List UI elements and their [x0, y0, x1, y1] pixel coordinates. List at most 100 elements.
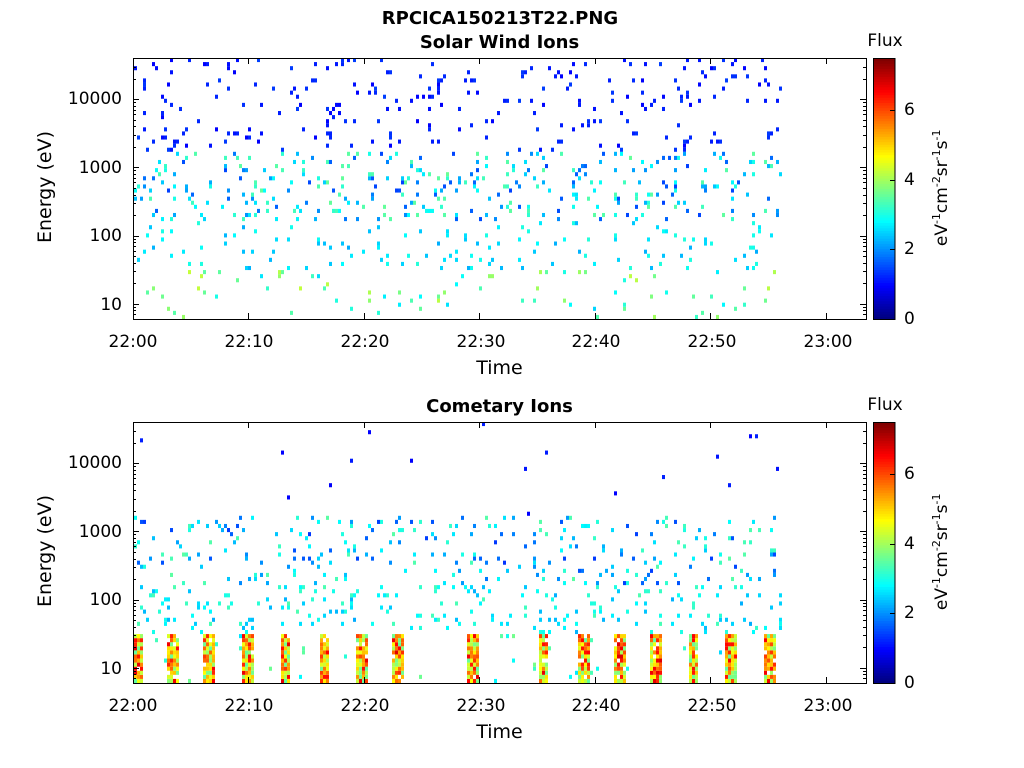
heatmap-cell	[182, 131, 185, 136]
heatmap-cell	[473, 670, 476, 675]
heatmap-cell	[311, 560, 314, 565]
heatmap-cell	[251, 658, 254, 663]
heatmap-cell	[614, 491, 617, 496]
heatmap-cell	[542, 650, 545, 655]
heatmap-cell	[497, 192, 500, 197]
colorbar-segment	[873, 445, 895, 449]
heatmap-cell	[659, 642, 662, 647]
heatmap-cell	[482, 585, 485, 590]
heatmap-cell	[206, 523, 209, 529]
heatmap-cell	[242, 654, 245, 659]
heatmap-cell	[620, 662, 623, 667]
heatmap-cell	[155, 589, 158, 594]
heatmap-cell	[653, 674, 656, 679]
heatmap-cell	[443, 74, 446, 79]
heatmap-cell	[320, 662, 323, 667]
heatmap-cell	[134, 670, 137, 675]
colorbar-segment	[873, 487, 895, 491]
heatmap-cell	[710, 66, 713, 71]
heatmap-cell	[581, 646, 584, 651]
heatmap-cell	[545, 634, 548, 639]
heatmap-cell	[671, 597, 674, 602]
heatmap-cell	[665, 581, 668, 586]
heatmap-cell	[539, 674, 542, 679]
heatmap-cell	[458, 568, 461, 573]
heatmap-cell	[692, 666, 695, 671]
heatmap-cell	[749, 528, 752, 533]
heatmap-cell	[401, 261, 404, 266]
heatmap-cell	[773, 678, 776, 683]
heatmap-cell	[695, 536, 698, 541]
heatmap-cell	[161, 601, 164, 606]
heatmap-cell	[659, 650, 662, 655]
colorbar-segment	[873, 575, 895, 580]
heatmap-cell	[284, 654, 287, 659]
heatmap-cell	[341, 621, 344, 626]
heatmap-cell	[317, 241, 320, 246]
heatmap-cell	[539, 617, 542, 622]
heatmap-cell	[206, 634, 209, 639]
heatmap-cell	[242, 192, 245, 197]
heatmap-cell	[230, 532, 233, 537]
heatmap-cell	[350, 306, 353, 311]
heatmap-cell	[395, 151, 398, 156]
heatmap-cell	[338, 192, 341, 197]
heatmap-cell	[476, 654, 479, 659]
heatmap-cell	[689, 135, 692, 140]
heatmap-cell	[143, 78, 146, 83]
heatmap-cell	[182, 581, 185, 586]
colorbar-segment	[873, 219, 895, 224]
heatmap-cell	[248, 670, 251, 675]
heatmap-cell	[716, 270, 719, 275]
colorbar-segment	[873, 209, 895, 213]
heatmap-cell	[614, 654, 617, 659]
heatmap-cell	[404, 204, 407, 209]
colorbar-segment	[873, 144, 895, 148]
heatmap-cell	[164, 597, 167, 602]
heatmap-cell	[296, 151, 299, 156]
heatmap-cell	[167, 650, 170, 655]
heatmap-cell	[161, 180, 164, 185]
heatmap-cell	[245, 658, 248, 663]
heatmap-cell	[260, 102, 263, 107]
heatmap-cell	[659, 638, 662, 643]
heatmap-cell	[695, 674, 698, 679]
heatmap-cell	[326, 131, 329, 136]
heatmap-cell	[776, 159, 779, 165]
heatmap-cell	[752, 212, 755, 218]
heatmap-cell	[242, 634, 245, 639]
heatmap-cell	[560, 139, 563, 144]
heatmap-cell	[341, 184, 344, 189]
heatmap-cell	[176, 650, 179, 655]
panel1-xtick-2300: 23:00	[803, 332, 853, 352]
heatmap-cell	[347, 548, 350, 553]
colorbar-segment	[873, 656, 895, 661]
heatmap-cell	[626, 523, 629, 529]
heatmap-cell	[527, 208, 530, 213]
heatmap-cell	[308, 532, 311, 537]
heatmap-cell	[689, 654, 692, 659]
heatmap-cell	[773, 548, 776, 553]
heatmap-cell	[290, 180, 293, 185]
heatmap-cell	[389, 560, 392, 565]
heatmap-cell	[392, 666, 395, 671]
colorbar-segment	[873, 266, 895, 271]
heatmap-cell	[773, 515, 776, 520]
heatmap-cell	[302, 168, 305, 173]
heatmap-cell	[533, 111, 536, 116]
heatmap-cell	[653, 650, 656, 655]
heatmap-cell	[701, 180, 704, 185]
heatmap-cell	[542, 638, 545, 643]
heatmap-cell	[704, 74, 707, 79]
heatmap-cell	[392, 674, 395, 679]
heatmap-cell	[347, 200, 350, 205]
heatmap-cell	[416, 212, 419, 218]
heatmap-cell	[356, 638, 359, 643]
heatmap-cell	[437, 176, 440, 181]
heatmap-cell	[770, 662, 773, 667]
heatmap-cell	[200, 245, 203, 250]
heatmap-cell	[485, 576, 488, 582]
heatmap-cell	[542, 180, 545, 185]
heatmap-cell	[506, 621, 509, 626]
heatmap-cell	[236, 523, 239, 529]
